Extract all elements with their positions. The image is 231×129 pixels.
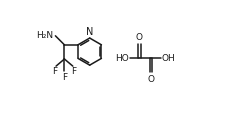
Text: HO: HO — [115, 54, 129, 63]
Text: F: F — [52, 67, 58, 76]
Text: N: N — [86, 26, 93, 37]
Text: O: O — [147, 75, 155, 84]
Text: OH: OH — [162, 54, 175, 63]
Text: H₂N: H₂N — [36, 31, 53, 40]
Text: F: F — [62, 73, 67, 82]
Text: F: F — [71, 67, 76, 76]
Text: O: O — [136, 33, 143, 42]
